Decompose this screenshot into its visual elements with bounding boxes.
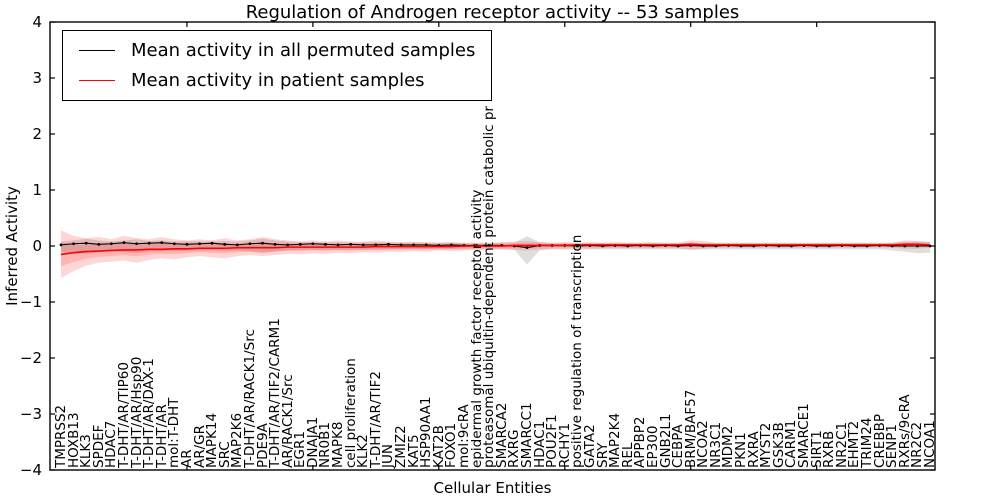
permuted-band — [61, 236, 930, 265]
legend: Mean activity in all permuted samples Me… — [62, 30, 493, 101]
permuted-mean-marker — [361, 243, 365, 247]
permuted-mean-marker — [324, 242, 327, 246]
permuted-line-swatch — [79, 50, 115, 51]
chart-title: Regulation of Androgen receptor activity… — [245, 2, 740, 23]
permuted-mean-marker — [273, 242, 277, 246]
y-tick-label: −3 — [19, 405, 42, 423]
permuted-mean-marker — [336, 243, 340, 247]
permuted-mean-marker — [248, 242, 252, 246]
permuted-mean-marker — [903, 244, 907, 248]
permuted-mean-marker — [84, 241, 88, 245]
permuted-mean-marker — [210, 241, 214, 245]
y-tick-label: 4 — [32, 13, 42, 31]
permuted-mean-marker — [916, 244, 919, 248]
permuted-mean-marker — [374, 243, 378, 247]
permuted-mean-marker — [349, 242, 353, 246]
y-tick-label: 3 — [32, 69, 42, 87]
legend-entry-patient: Mean activity in patient samples — [79, 70, 475, 91]
permuted-mean-marker — [525, 246, 529, 250]
permuted-mean-marker — [311, 242, 315, 246]
permuted-mean-marker — [235, 243, 239, 247]
permuted-mean-marker — [185, 242, 189, 246]
permuted-mean-marker — [424, 243, 428, 247]
permuted-mean-marker — [59, 243, 63, 247]
patient-band — [61, 230, 930, 278]
permuted-mean-marker — [72, 242, 75, 246]
x-tick-label: NCOA1 — [922, 420, 938, 468]
permuted-mean-marker — [450, 243, 453, 247]
legend-label-patient: Mean activity in patient samples — [131, 70, 425, 91]
y-tick-label: 0 — [32, 237, 42, 255]
permuted-mean-marker — [387, 242, 390, 246]
y-tick-label: −1 — [19, 293, 42, 311]
permuted-mean-marker — [160, 241, 164, 245]
permuted-mean-marker — [147, 241, 151, 245]
permuted-mean-marker — [109, 242, 113, 246]
permuted-mean-marker — [172, 242, 176, 246]
permuted-mean-marker — [198, 242, 201, 246]
permuted-mean-marker — [223, 242, 227, 246]
legend-label-permuted: Mean activity in all permuted samples — [131, 40, 476, 61]
permuted-mean-marker — [399, 243, 403, 247]
y-tick-label: 1 — [32, 181, 42, 199]
y-tick-label: −2 — [19, 349, 42, 367]
permuted-mean-marker — [298, 242, 302, 246]
y-tick-label: −4 — [19, 461, 42, 479]
permuted-mean-marker — [97, 242, 101, 246]
permuted-mean-marker — [286, 243, 290, 247]
permuted-mean-marker — [135, 242, 138, 246]
patient-line-swatch — [79, 80, 115, 81]
permuted-mean-marker — [261, 241, 264, 245]
permuted-mean-marker — [122, 241, 126, 245]
x-axis-label: Cellular Entities — [433, 479, 552, 497]
patient-mean-line — [60, 243, 931, 256]
legend-entry-permuted: Mean activity in all permuted samples — [79, 40, 475, 61]
permuted-mean-marker — [412, 243, 416, 247]
y-tick-label: 2 — [32, 125, 42, 143]
